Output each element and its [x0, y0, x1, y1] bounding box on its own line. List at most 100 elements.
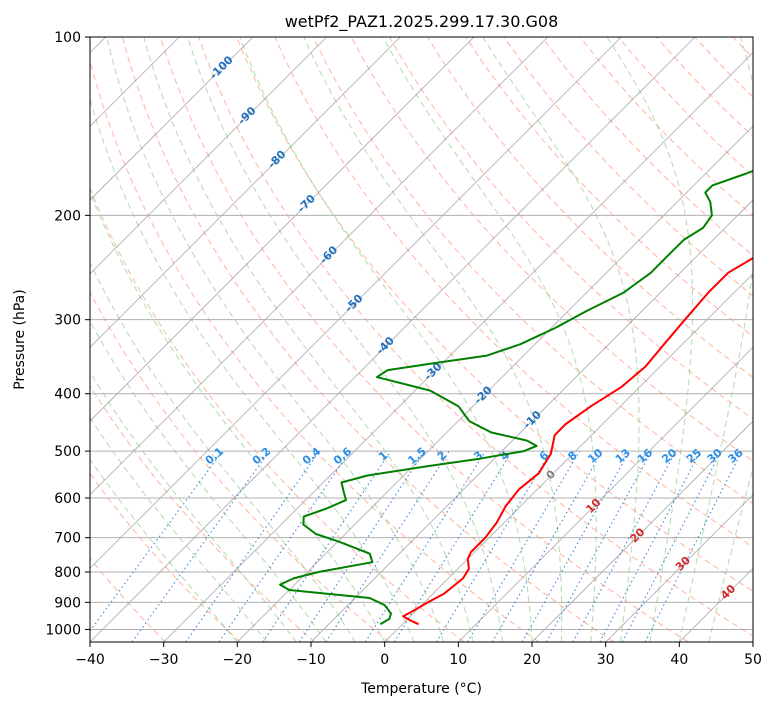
isotherm-line — [531, 420, 753, 642]
dry-adiabat-line — [90, 290, 390, 642]
dry-adiabat-line — [90, 472, 241, 642]
isotherm-label: 30 — [673, 553, 693, 573]
moist-adiabat-line — [303, 37, 563, 642]
chart-title: wetPf2_PAZ1.2025.299.17.30.G08 — [285, 12, 559, 32]
dry-adiabat-line — [732, 37, 753, 59]
mixing-ratio-line — [131, 450, 270, 642]
x-tick-label: 10 — [449, 652, 467, 668]
moist-adiabat-line — [606, 37, 694, 642]
plot-area: -100-90-80-70-60-50-40-30-20-10010203040… — [90, 37, 775, 642]
mixing-ratio-line — [218, 450, 351, 642]
dry-adiabat-line — [90, 186, 465, 642]
profile-series — [279, 169, 753, 626]
moist-adiabat-line — [90, 370, 297, 642]
x-tick-label: 50 — [744, 652, 762, 668]
mixing-ratio-line — [325, 450, 450, 642]
moist-adiabat-line — [186, 37, 504, 642]
moist-adiabat-line — [678, 37, 753, 642]
dry-adiabat-line — [465, 37, 753, 338]
y-tick-label: 800 — [54, 565, 81, 581]
mixing-ratio-line — [185, 450, 320, 642]
mixing-ratio-label: 0.4 — [300, 445, 324, 468]
mixing-ratio-label: 20 — [659, 446, 679, 466]
mixing-ratio-label: 25 — [684, 446, 704, 466]
mixing-ratio-line — [545, 450, 653, 642]
moist-adiabat-line — [239, 37, 533, 642]
y-tick-label: 400 — [54, 387, 81, 403]
isotherm-line — [90, 37, 696, 642]
dry-adiabat-line — [388, 37, 753, 420]
mixing-ratio-label: 10 — [585, 446, 605, 466]
isotherm-label: 20 — [628, 525, 648, 545]
y-axis-ticks: 1000 900 800 700 600 500 400 300 200 100 — [45, 30, 90, 638]
isotherm-line — [163, 52, 753, 642]
dry-adiabat-line — [90, 59, 540, 642]
mixing-ratio-label: 30 — [705, 446, 725, 466]
isotherm-line — [90, 37, 254, 201]
isotherm-label: 10 — [583, 496, 603, 516]
y-tick-label: 1000 — [45, 622, 81, 638]
isotherm-label: -20 — [472, 383, 495, 406]
y-tick-label: 600 — [54, 491, 81, 507]
mixing-ratio-line — [572, 450, 677, 642]
moist-adiabats — [90, 37, 753, 642]
x-axis-label: Temperature (°C) — [360, 681, 482, 697]
isotherm-line — [605, 494, 753, 642]
isotherm-line — [90, 37, 475, 422]
moist-adiabat-line — [90, 190, 386, 642]
plot-frame — [89, 36, 754, 643]
y-axis-label: Pressure (hPa) — [12, 289, 28, 389]
dry-adiabat-line — [426, 37, 753, 379]
dry-adiabat-line — [312, 37, 753, 505]
dry-adiabat-line — [159, 37, 689, 642]
moist-adiabat-line — [90, 320, 327, 642]
mixing-ratio-line — [599, 450, 702, 642]
mixing-ratio-line — [393, 450, 513, 642]
mixing-ratio-label: 1.5 — [405, 445, 428, 467]
isotherm-line — [458, 346, 753, 642]
mixing-ratio-line — [644, 450, 743, 642]
isotherm-line — [90, 37, 401, 348]
isotherm-line — [752, 641, 753, 642]
dry-adiabat-line — [90, 384, 316, 642]
moist-adiabat-line — [482, 37, 640, 642]
mixing-ratio-lines — [90, 450, 743, 642]
y-tick-label: 700 — [54, 531, 81, 547]
moist-adiabat-line — [708, 465, 753, 642]
isotherm-label: 40 — [718, 582, 738, 602]
mixing-ratio-line — [298, 450, 425, 642]
temperature-line — [402, 256, 753, 626]
dry-adiabat-line — [236, 37, 753, 592]
isotherm-label: -70 — [295, 192, 318, 215]
dry-adiabat-line — [771, 37, 775, 642]
dewpoint-line — [279, 169, 753, 626]
y-tick-label: 900 — [54, 595, 81, 611]
moist-adiabat-line — [106, 37, 445, 642]
mixing-ratio-line — [364, 450, 486, 642]
isotherm-label: -80 — [265, 148, 288, 171]
isotherm-label: 0 — [544, 467, 559, 482]
mixing-ratio-line — [491, 450, 603, 642]
pressure-gridlines — [90, 37, 753, 630]
moist-adiabat-line — [90, 261, 356, 642]
moist-adiabat-line — [90, 458, 238, 642]
isotherms — [90, 37, 753, 642]
x-tick-label: −20 — [223, 652, 253, 668]
mixing-ratio-line — [466, 450, 580, 642]
mixing-ratio-label: 0.2 — [250, 445, 273, 467]
isotherm-line — [90, 37, 327, 275]
mixing-ratio-label: 0.6 — [331, 445, 355, 468]
isotherm-line — [384, 273, 753, 642]
moist-adiabat-line — [382, 37, 597, 642]
mixing-ratio-line — [521, 450, 631, 642]
x-axis-ticks: −40 −30 −20 −10 0 10 20 30 40 50 — [75, 642, 762, 668]
mixing-ratio-label: 0.1 — [203, 445, 226, 467]
x-tick-label: −10 — [296, 652, 326, 668]
dry-adiabat-line — [121, 37, 614, 642]
dry-adiabat-line — [694, 37, 753, 98]
dry-adiabat-line — [274, 37, 753, 548]
x-tick-label: −30 — [149, 652, 179, 668]
isotherm-line — [237, 125, 753, 642]
isotherm-line — [90, 37, 548, 496]
